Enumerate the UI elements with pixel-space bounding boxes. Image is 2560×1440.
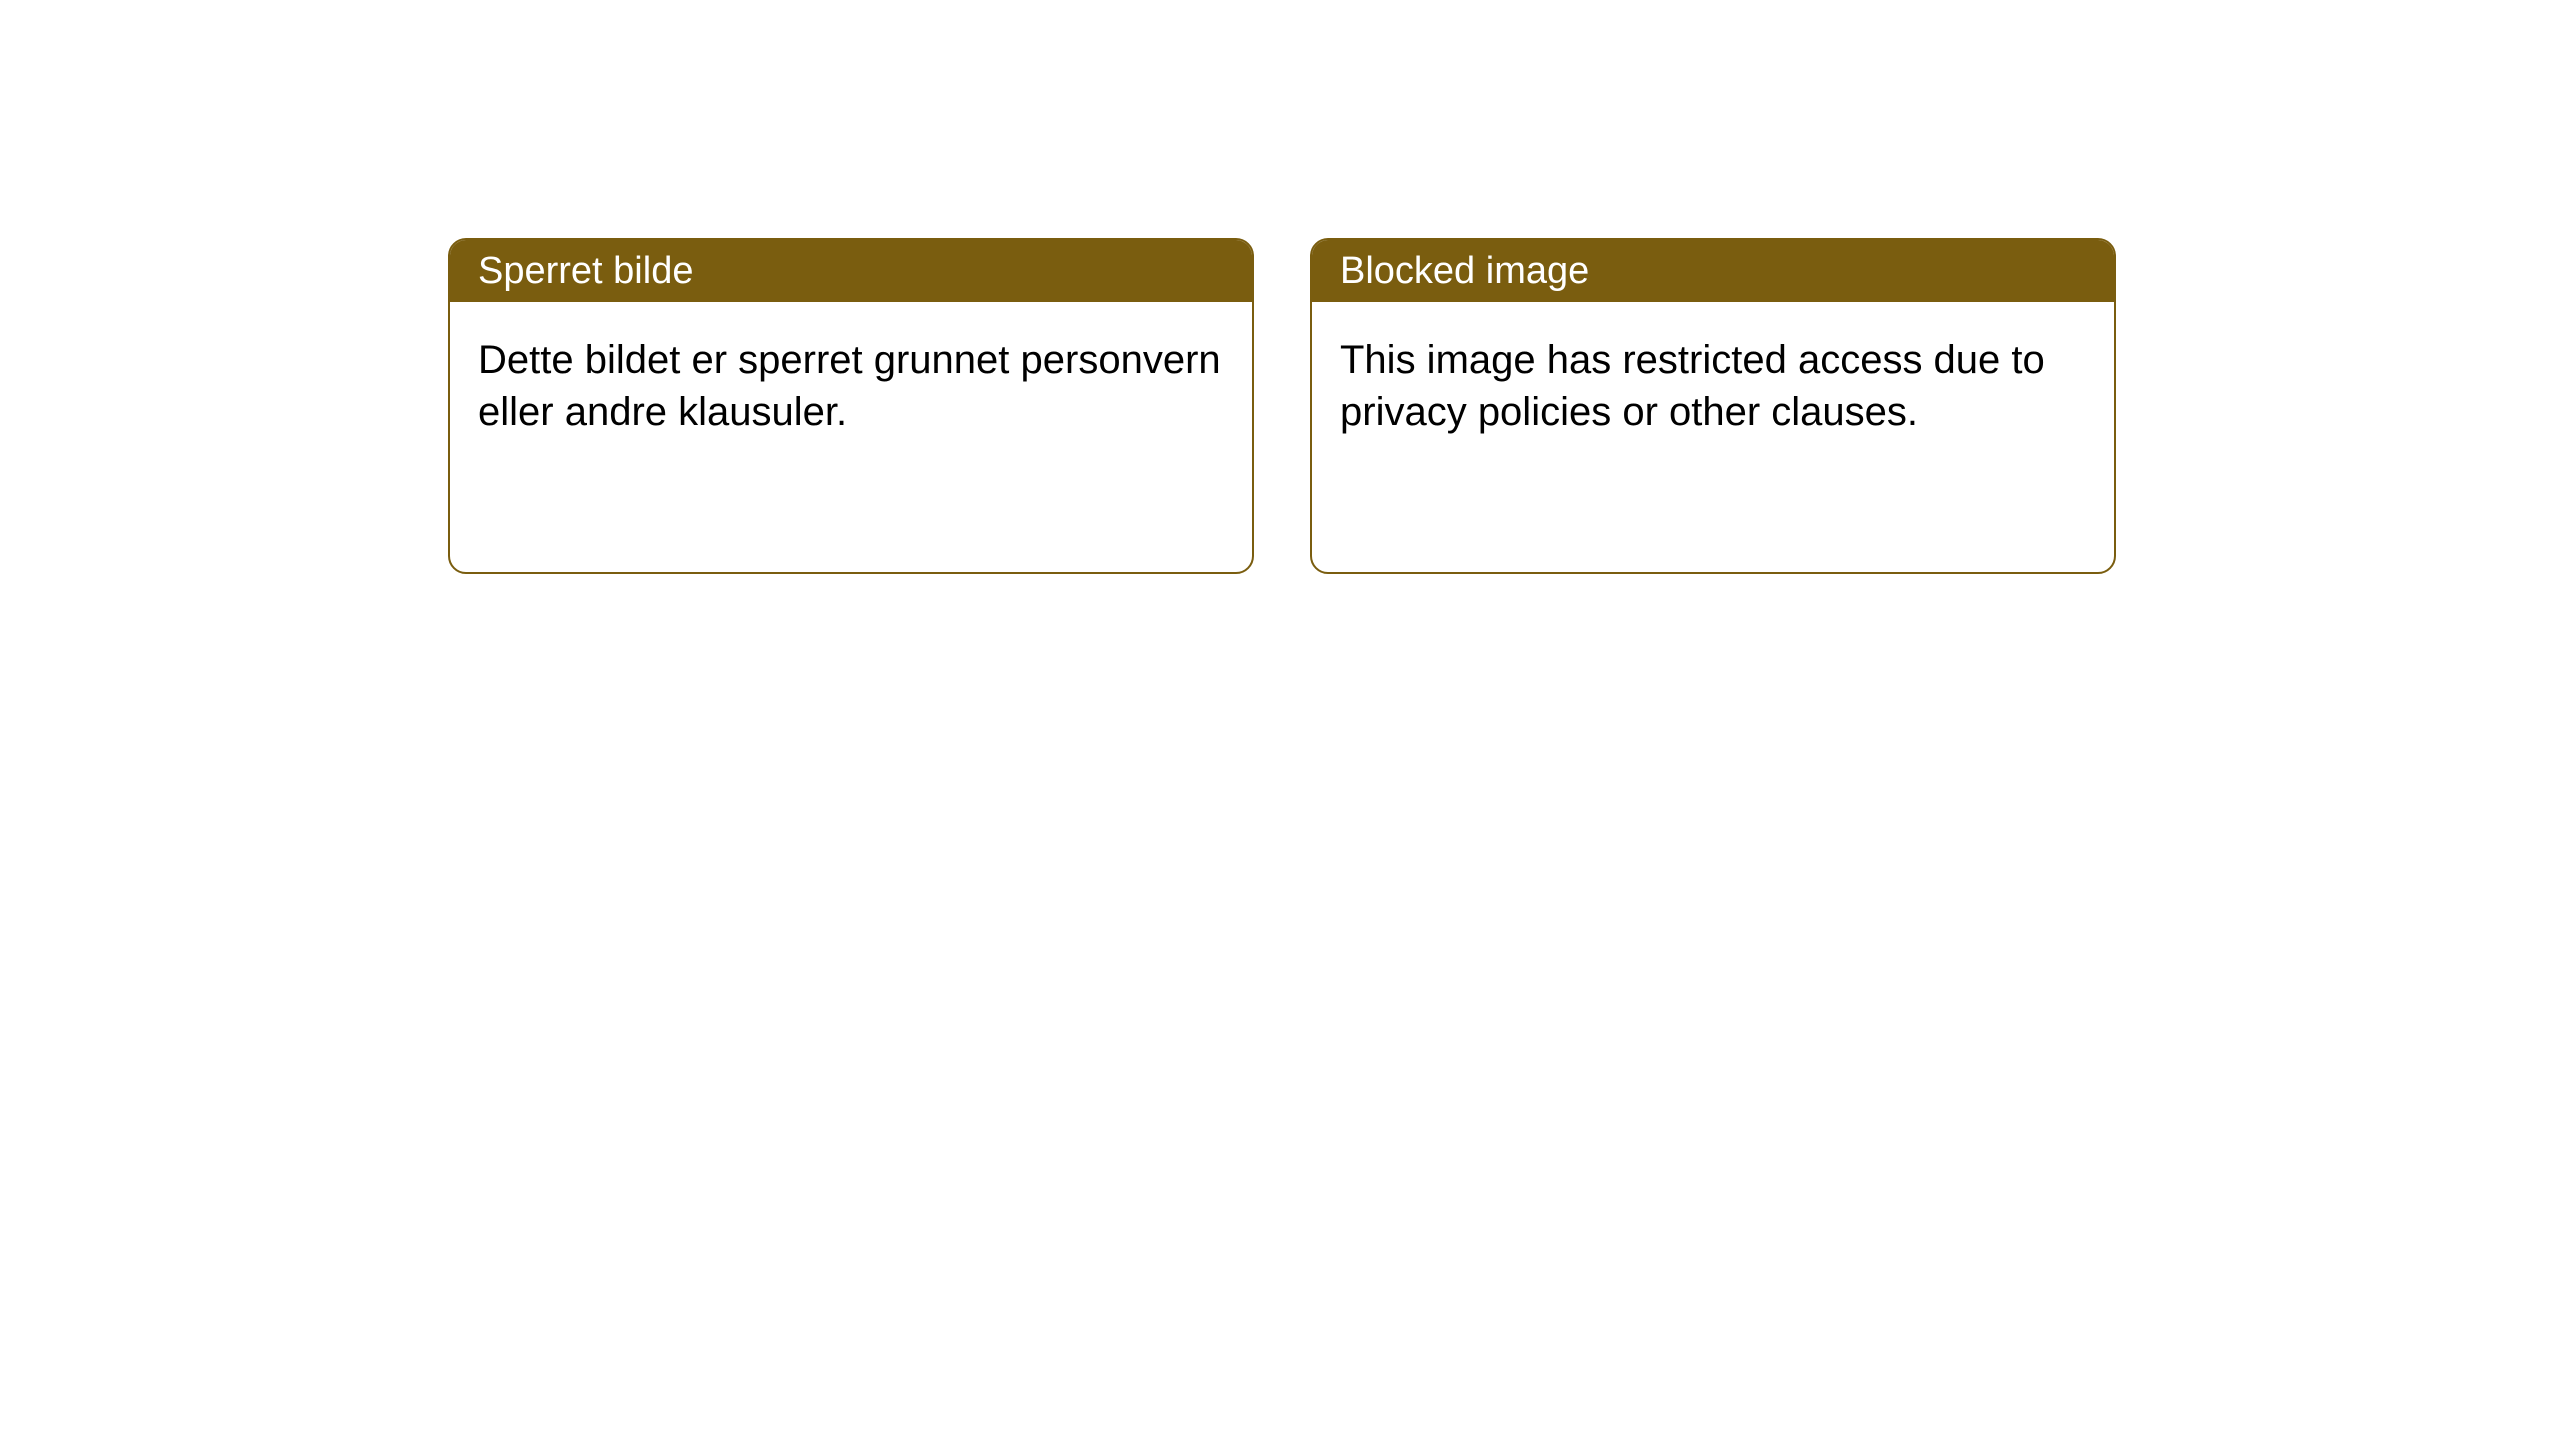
notice-body: Dette bildet er sperret grunnet personve… [450, 302, 1252, 470]
notice-text: Dette bildet er sperret grunnet personve… [478, 338, 1221, 434]
notice-text: This image has restricted access due to … [1340, 338, 2045, 434]
notice-header: Sperret bilde [450, 240, 1252, 302]
notice-card-norwegian: Sperret bilde Dette bildet er sperret gr… [448, 238, 1254, 574]
notice-header: Blocked image [1312, 240, 2114, 302]
notice-cards-container: Sperret bilde Dette bildet er sperret gr… [448, 238, 2560, 574]
notice-body: This image has restricted access due to … [1312, 302, 2114, 470]
notice-title: Sperret bilde [478, 250, 693, 293]
notice-card-english: Blocked image This image has restricted … [1310, 238, 2116, 574]
notice-title: Blocked image [1340, 250, 1589, 293]
